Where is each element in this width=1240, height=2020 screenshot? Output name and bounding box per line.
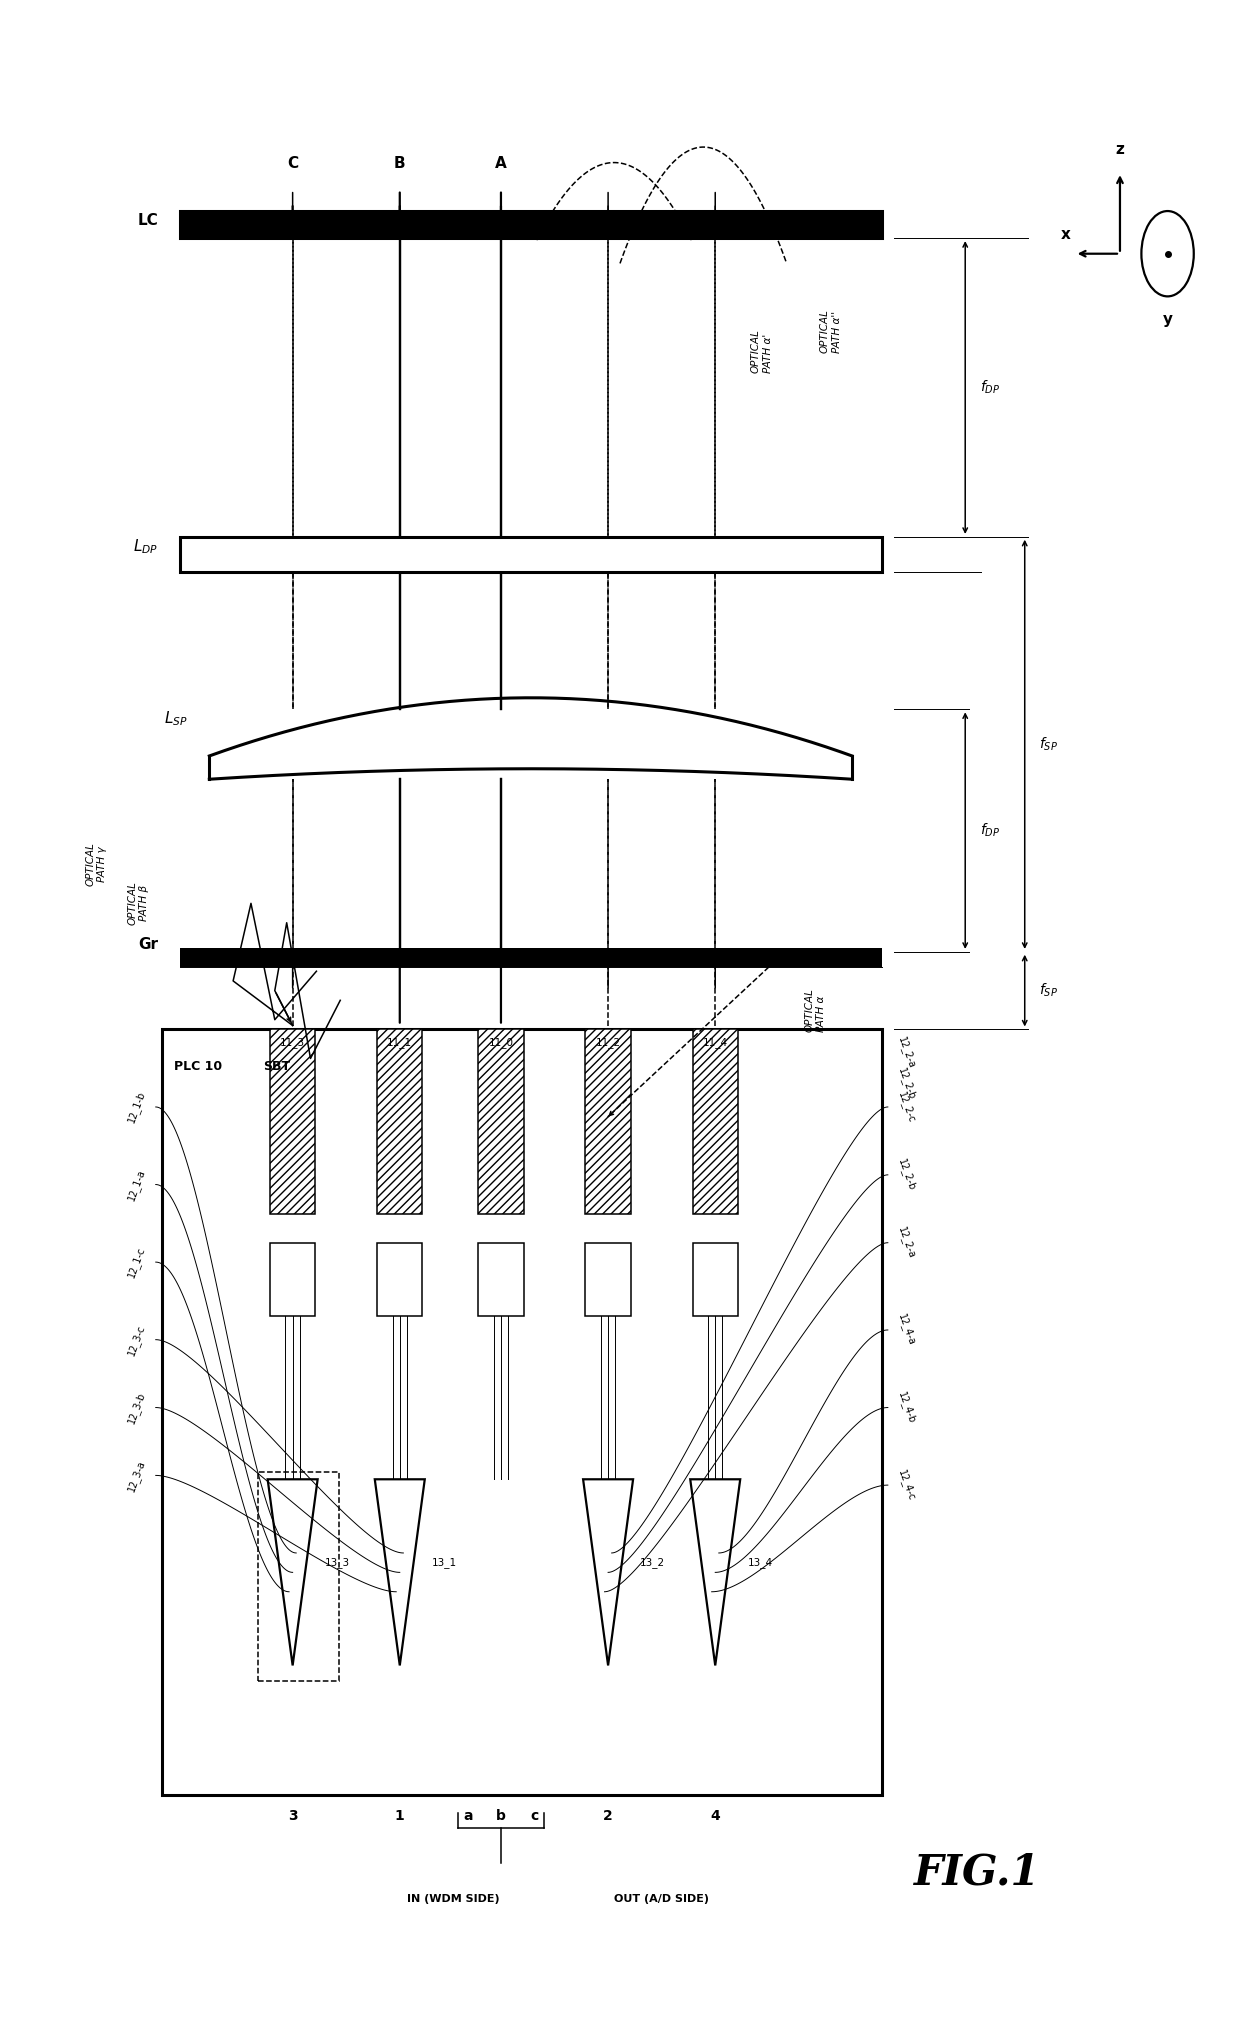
Text: 12_1-a: 12_1-a <box>126 1168 148 1202</box>
Bar <box>258 1471 339 1681</box>
Text: Gr: Gr <box>138 937 159 951</box>
Text: z: z <box>1116 141 1125 158</box>
Bar <box>693 1030 738 1214</box>
Bar <box>161 1030 882 1796</box>
Text: PLC 10: PLC 10 <box>174 1060 222 1073</box>
Text: 13_3: 13_3 <box>325 1557 350 1568</box>
Text: c: c <box>531 1810 538 1822</box>
Text: 12_1-b: 12_1-b <box>125 1089 148 1125</box>
Text: 13_2: 13_2 <box>640 1557 666 1568</box>
Bar <box>270 1242 315 1317</box>
Bar <box>377 1242 423 1317</box>
Bar <box>180 537 882 572</box>
Text: 13_1: 13_1 <box>432 1557 458 1568</box>
Text: SBT: SBT <box>263 1060 290 1073</box>
Polygon shape <box>374 1479 425 1664</box>
Text: 3: 3 <box>288 1810 298 1822</box>
Text: 12_3-a: 12_3-a <box>126 1458 148 1493</box>
Text: OPTICAL
PATH β: OPTICAL PATH β <box>126 881 149 925</box>
Text: 11_1: 11_1 <box>387 1036 413 1048</box>
Text: B: B <box>394 156 405 172</box>
Text: OPTICAL
PATH α'': OPTICAL PATH α'' <box>820 309 842 354</box>
Text: FIG.1: FIG.1 <box>914 1852 1040 1895</box>
Bar <box>479 1030 523 1214</box>
Text: 11_2: 11_2 <box>595 1036 621 1048</box>
Bar <box>377 1030 423 1214</box>
Text: y: y <box>1163 311 1173 327</box>
Text: IN (WDM SIDE): IN (WDM SIDE) <box>407 1895 500 1905</box>
Text: a: a <box>463 1810 472 1822</box>
Text: 12_3-c: 12_3-c <box>126 1323 148 1357</box>
Text: 11_3: 11_3 <box>280 1036 305 1048</box>
Text: $f_{DP}$: $f_{DP}$ <box>980 380 999 396</box>
Text: 12_2-a: 12_2-a <box>897 1226 918 1260</box>
Text: 12_2-c: 12_2-c <box>897 1091 918 1123</box>
Text: 12_4-c: 12_4-c <box>897 1469 918 1503</box>
Text: LC: LC <box>138 214 159 228</box>
Bar <box>180 947 882 968</box>
Text: OPTICAL
PATH α': OPTICAL PATH α' <box>751 329 773 372</box>
Text: 2: 2 <box>603 1810 613 1822</box>
Polygon shape <box>691 1479 740 1664</box>
Bar <box>585 1030 631 1214</box>
Text: $f_{SP}$: $f_{SP}$ <box>1039 982 1058 1000</box>
Text: 12_4-b: 12_4-b <box>897 1390 918 1424</box>
Text: $L_{SP}$: $L_{SP}$ <box>164 709 188 729</box>
Text: 4: 4 <box>711 1810 720 1822</box>
Text: 11_4: 11_4 <box>703 1036 728 1048</box>
Text: 11_0: 11_0 <box>489 1036 513 1048</box>
Text: x: x <box>1060 226 1070 242</box>
Polygon shape <box>583 1479 634 1664</box>
Text: 12_2-a: 12_2-a <box>897 1036 918 1071</box>
Bar <box>693 1242 738 1317</box>
Text: $f_{DP}$: $f_{DP}$ <box>980 822 999 840</box>
Bar <box>180 210 882 238</box>
Text: OUT (A/D SIDE): OUT (A/D SIDE) <box>614 1895 709 1905</box>
Text: A: A <box>495 156 507 172</box>
Bar <box>585 1242 631 1317</box>
Text: 13_4: 13_4 <box>748 1557 773 1568</box>
Text: $f_{SP}$: $f_{SP}$ <box>1039 735 1058 753</box>
Text: OPTICAL
PATH γ: OPTICAL PATH γ <box>86 842 107 887</box>
Text: 12_1-c: 12_1-c <box>126 1244 148 1279</box>
Text: OPTICAL
PATH α: OPTICAL PATH α <box>805 988 826 1032</box>
Text: 12_3-b: 12_3-b <box>125 1390 148 1424</box>
Text: 12_4-a: 12_4-a <box>897 1313 918 1347</box>
Bar <box>479 1242 523 1317</box>
Bar <box>270 1030 315 1214</box>
Polygon shape <box>268 1479 317 1664</box>
Text: 12_2-b: 12_2-b <box>897 1067 918 1101</box>
Text: C: C <box>288 156 298 172</box>
Text: 12_2-b: 12_2-b <box>897 1157 918 1192</box>
Text: $L_{DP}$: $L_{DP}$ <box>133 537 159 556</box>
Text: 1: 1 <box>394 1810 404 1822</box>
Text: b: b <box>496 1810 506 1822</box>
